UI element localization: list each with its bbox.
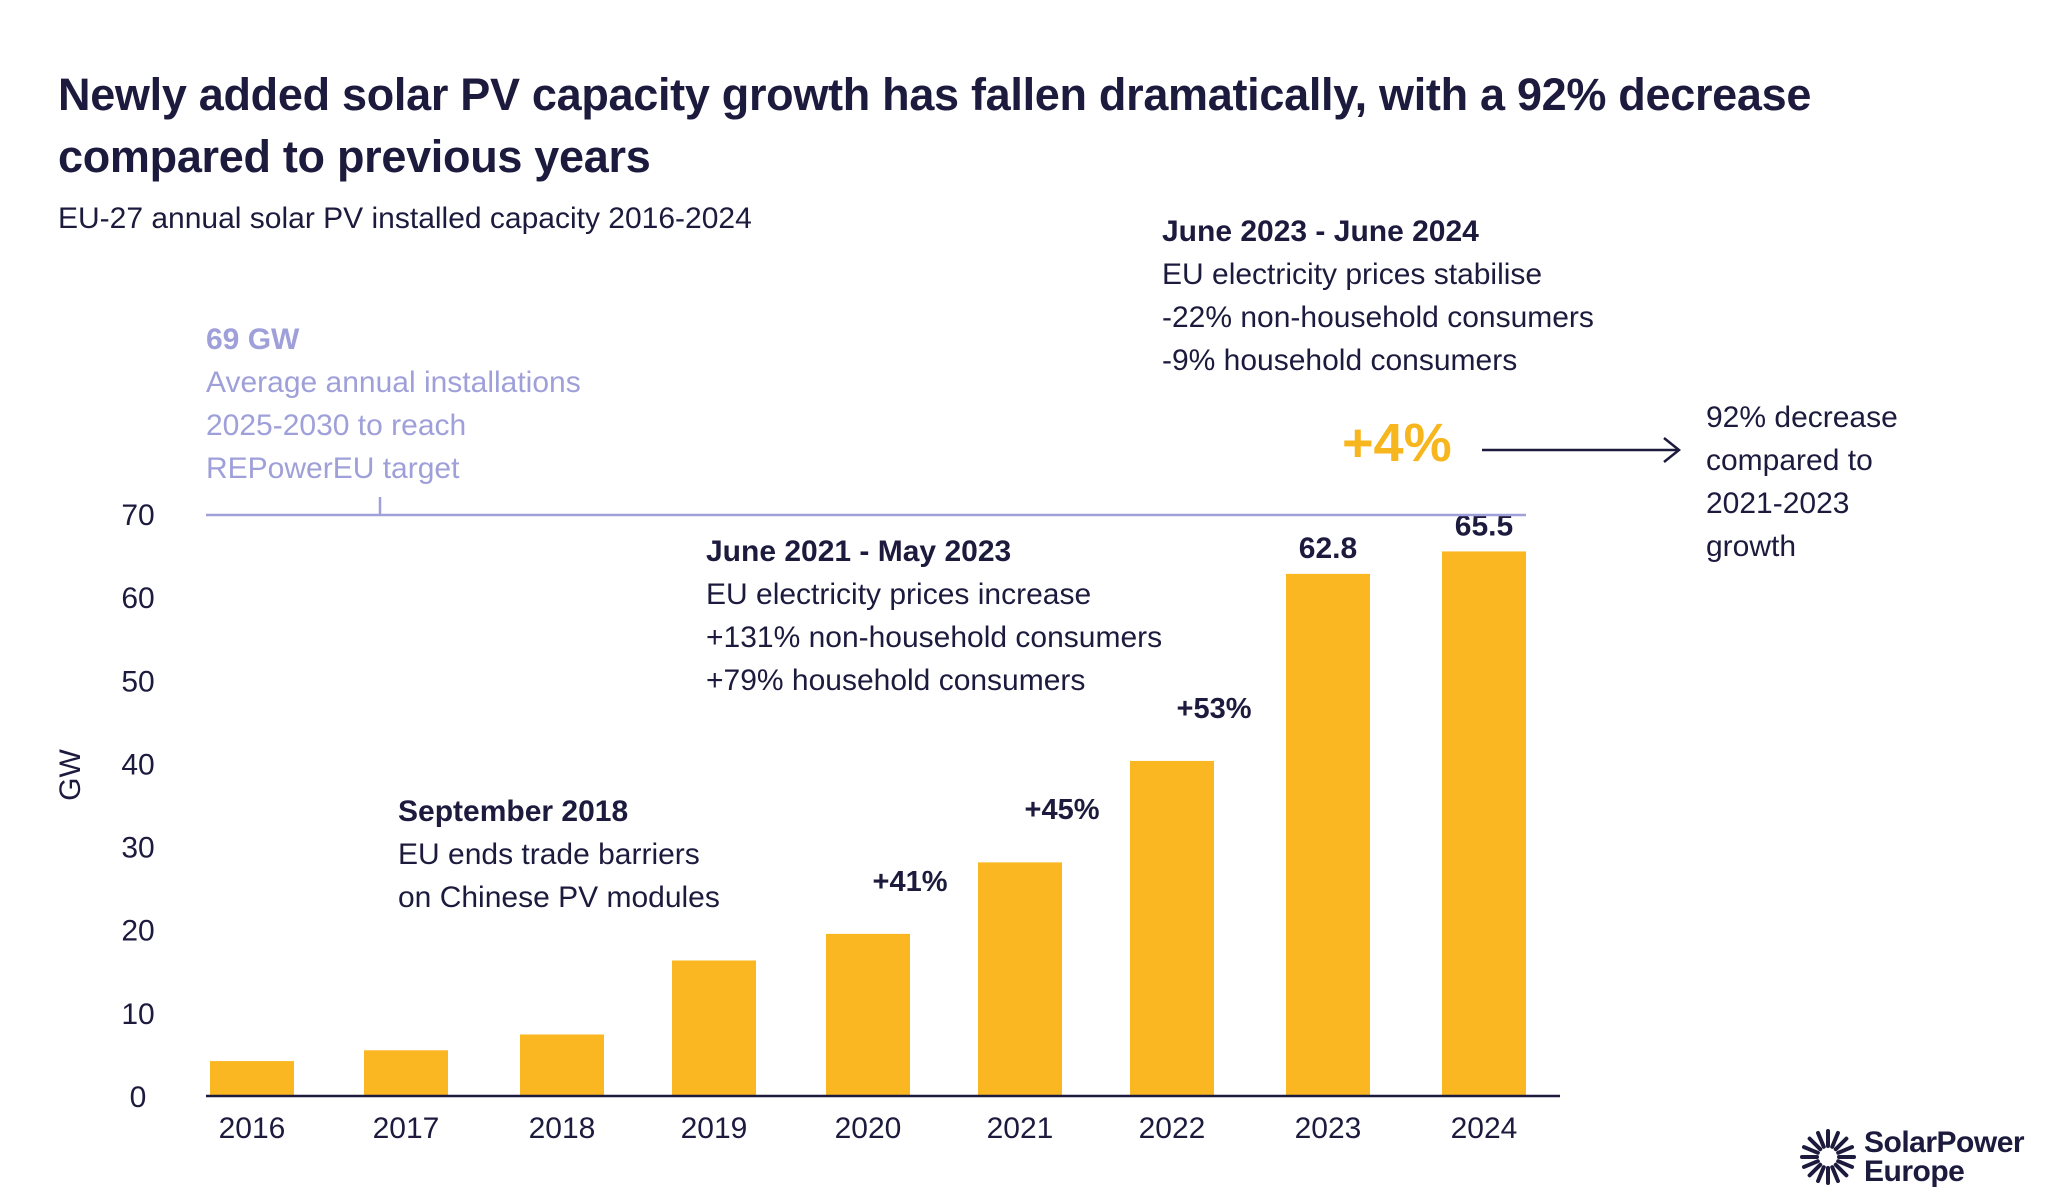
- target-text-line1: Average annual installations: [206, 366, 581, 399]
- x-tick-label: 2020: [835, 1112, 902, 1145]
- logo-ray: [1807, 1162, 1823, 1178]
- x-tick-label: 2022: [1139, 1112, 1206, 1145]
- y-tick-label: 70: [121, 499, 154, 532]
- y-axis: 0 10 20 30 40 50 60 70 GW: [54, 499, 155, 1114]
- logo-ray: [1816, 1130, 1826, 1149]
- annotation-jun-2021-line1: EU electricity prices increase: [706, 578, 1092, 611]
- y-tick-label: 60: [121, 582, 154, 615]
- x-tick-label: 2017: [373, 1112, 440, 1145]
- bar-2022: [1130, 760, 1214, 1096]
- decrease-note-line2: compared to: [1706, 444, 1873, 477]
- decrease-note-line1: 92% decrease: [1706, 401, 1898, 434]
- target-reference: [206, 497, 1526, 517]
- y-tick-label: 20: [121, 915, 154, 948]
- bar-2020: [826, 933, 910, 1096]
- decrease-note-line4: growth: [1706, 530, 1797, 563]
- x-tick-label: 2024: [1451, 1112, 1518, 1145]
- logo-ray: [1833, 1136, 1849, 1152]
- target-text-line3: REPowerEU target: [206, 452, 460, 485]
- annotation-jun-2021-head: June 2021 - May 2023: [706, 535, 1012, 568]
- y-axis-label: GW: [54, 748, 87, 800]
- decrease-arrow: [1482, 437, 1682, 463]
- chart-title-line2: compared to previous years: [58, 131, 651, 182]
- bar-2017: [364, 1050, 448, 1096]
- target-text-line2: 2025-2030 to reach: [206, 409, 467, 442]
- chart-subtitle: EU-27 annual solar PV installed capacity…: [58, 202, 752, 235]
- arrow-head-icon: [1663, 437, 1682, 463]
- annotation-sep-2018-head: September 2018: [398, 795, 629, 828]
- target-value-label: 69 GW: [206, 323, 300, 356]
- logo-text-line2: Europe: [1864, 1155, 1965, 1188]
- logo-text-line1: SolarPower: [1864, 1126, 2025, 1159]
- logo-ray: [1836, 1159, 1855, 1169]
- annotation-sep-2018: September 2018 EU ends trade barriers on…: [398, 790, 720, 919]
- bar-2021: [978, 862, 1062, 1096]
- x-tick-label: 2021: [987, 1112, 1054, 1145]
- logo-ray: [1801, 1145, 1820, 1155]
- bar-2023: [1286, 573, 1370, 1096]
- y-tick-label: 30: [121, 832, 154, 865]
- annotation-jun-2023: June 2023 - June 2024 EU electricity pri…: [1162, 210, 1594, 382]
- chart-title-line1: Newly added solar PV capacity growth has…: [58, 69, 1812, 120]
- bar-2024: [1442, 551, 1526, 1096]
- logo-ray: [1801, 1159, 1820, 1169]
- value-label-2023: 62.8: [1299, 532, 1357, 565]
- bar-2019: [672, 960, 756, 1096]
- annotation-sep-2018-line1: EU ends trade barriers: [398, 838, 700, 871]
- annotation-jun-2023-head: June 2023 - June 2024: [1162, 215, 1479, 248]
- chart-title: Newly added solar PV capacity growth has…: [58, 64, 1958, 188]
- y-tick-label: 0: [130, 1081, 147, 1114]
- growth-label-2021: +45%: [1024, 794, 1100, 827]
- annotation-sep-2018-line2: on Chinese PV modules: [398, 881, 720, 914]
- sun-burst-icon: [1800, 1129, 1856, 1185]
- logo-ray: [1830, 1130, 1840, 1149]
- annotation-jun-2021-line3: +79% household consumers: [706, 664, 1086, 697]
- logo-ray: [1836, 1145, 1855, 1155]
- growth-2024-label: +4%: [1342, 413, 1452, 473]
- x-tick-label: 2023: [1295, 1112, 1362, 1145]
- annotation-jun-2021-line2: +131% non-household consumers: [706, 621, 1163, 654]
- annotation-jun-2023-line1: EU electricity prices stabilise: [1162, 258, 1543, 291]
- bar-2016: [210, 1061, 294, 1096]
- growth-label-2020: +41%: [872, 865, 948, 898]
- x-tick-label: 2016: [219, 1112, 286, 1145]
- x-tick-label: 2019: [681, 1112, 748, 1145]
- y-tick-label: 10: [121, 998, 154, 1031]
- annotation-jun-2023-line2: -22% non-household consumers: [1162, 301, 1594, 334]
- decrease-note-line3: 2021-2023: [1706, 487, 1850, 520]
- logo-ray: [1830, 1165, 1840, 1184]
- x-axis: 2016 2017 2018 2019 2020 2021 2022 2023 2024: [206, 1094, 1560, 1145]
- decrease-note: 92% decrease compared to 2021-2023 growt…: [1706, 396, 1898, 568]
- logo-ray: [1807, 1136, 1823, 1152]
- annotation-jun-2021: June 2021 - May 2023 EU electricity pric…: [706, 530, 1162, 702]
- growth-label-2022: +53%: [1176, 692, 1252, 725]
- logo-ray: [1816, 1165, 1826, 1184]
- y-tick-label: 50: [121, 665, 154, 698]
- x-tick-label: 2018: [529, 1112, 596, 1145]
- logo-ray: [1833, 1162, 1849, 1178]
- target-annotation: 69 GW Average annual installations 2025-…: [206, 318, 581, 490]
- solarpower-europe-logo: SolarPower Europe: [1800, 1126, 2040, 1188]
- bar-series: 62.865.5: [210, 509, 1526, 1096]
- y-tick-label: 40: [121, 748, 154, 781]
- bar-2018: [520, 1034, 604, 1096]
- annotation-jun-2023-line3: -9% household consumers: [1162, 344, 1518, 377]
